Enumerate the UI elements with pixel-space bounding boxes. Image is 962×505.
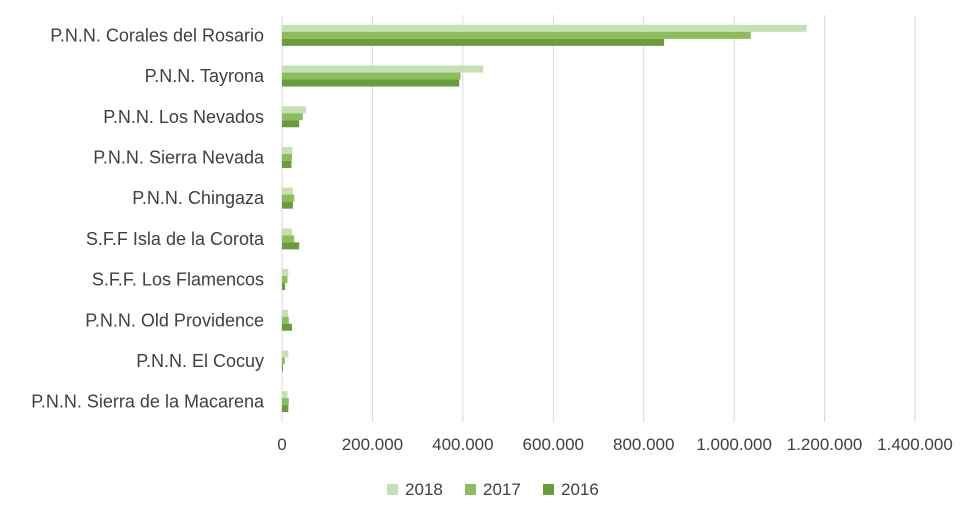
bar-2018 [282,146,293,154]
category-label: P.N.N. Tayrona [145,66,265,86]
x-tick-label: 400.000 [432,435,493,454]
x-tick-label: 200.000 [342,435,403,454]
x-tick-label: 1.000.000 [696,435,772,454]
bar-2016 [282,405,289,413]
bar-2016 [282,201,293,209]
bar-2017 [282,316,289,324]
bar-2017 [282,235,295,243]
bar-2018 [282,106,306,114]
category-label: P.N.N. Sierra Nevada [93,147,265,167]
legend-label: 2016 [561,480,599,499]
bar-2017 [282,153,292,161]
legend-label: 2018 [405,480,443,499]
legend-label: 2017 [483,480,521,499]
bars [282,24,807,413]
category-label: P.N.N. El Cocuy [136,351,264,371]
category-label: P.N.N. Chingaza [132,188,265,208]
bar-2017 [282,357,285,365]
bar-2017 [282,194,295,202]
x-axis-tick-labels: 0 200.000 400.000 600.000 800.000 1.000.000 1.… [277,435,953,454]
x-tick-label: 1.200.000 [787,435,863,454]
x-tick-label: 600.000 [523,435,584,454]
bar-2017 [282,398,289,406]
x-tick-label: 800.000 [613,435,674,454]
bar-2018 [282,228,292,236]
bar-2018 [282,350,289,358]
bar-2017 [282,72,461,80]
bar-2018 [282,24,807,32]
bar-2018 [282,65,484,73]
bar-2016 [282,283,286,291]
x-tick-label: 0 [277,435,286,454]
bar-2018 [282,309,288,317]
bar-2017 [282,113,303,121]
bar-2017 [282,31,751,39]
bar-2016 [282,38,665,46]
category-label: P.N.N. Los Nevados [103,107,264,127]
category-label: P.N.N. Old Providence [85,310,264,330]
category-label: P.N.N. Corales del Rosario [50,25,264,45]
bar-2018 [282,187,293,195]
bar-2017 [282,276,288,284]
x-tick-label: 1.400.000 [877,435,953,454]
category-label: S.F.F. Los Flamencos [92,270,264,290]
category-label: S.F.F Isla de la Corota [86,229,265,249]
bar-2016 [282,242,300,250]
bar-2018 [282,391,288,399]
bar-2016 [282,160,292,168]
bar-2016 [282,323,292,331]
bar-2018 [282,269,289,277]
category-label: P.N.N. Sierra de la Macarena [31,392,265,412]
legend-swatch [543,484,554,495]
bar-2016 [282,79,460,87]
legend-swatch [465,484,476,495]
legend: 2018 2017 2016 [387,480,599,499]
category-labels: P.N.N. Corales del Rosario P.N.N. Tayrona… [31,25,265,411]
legend-swatch [387,484,398,495]
bar-2016 [282,364,283,372]
bar-2016 [282,120,300,128]
